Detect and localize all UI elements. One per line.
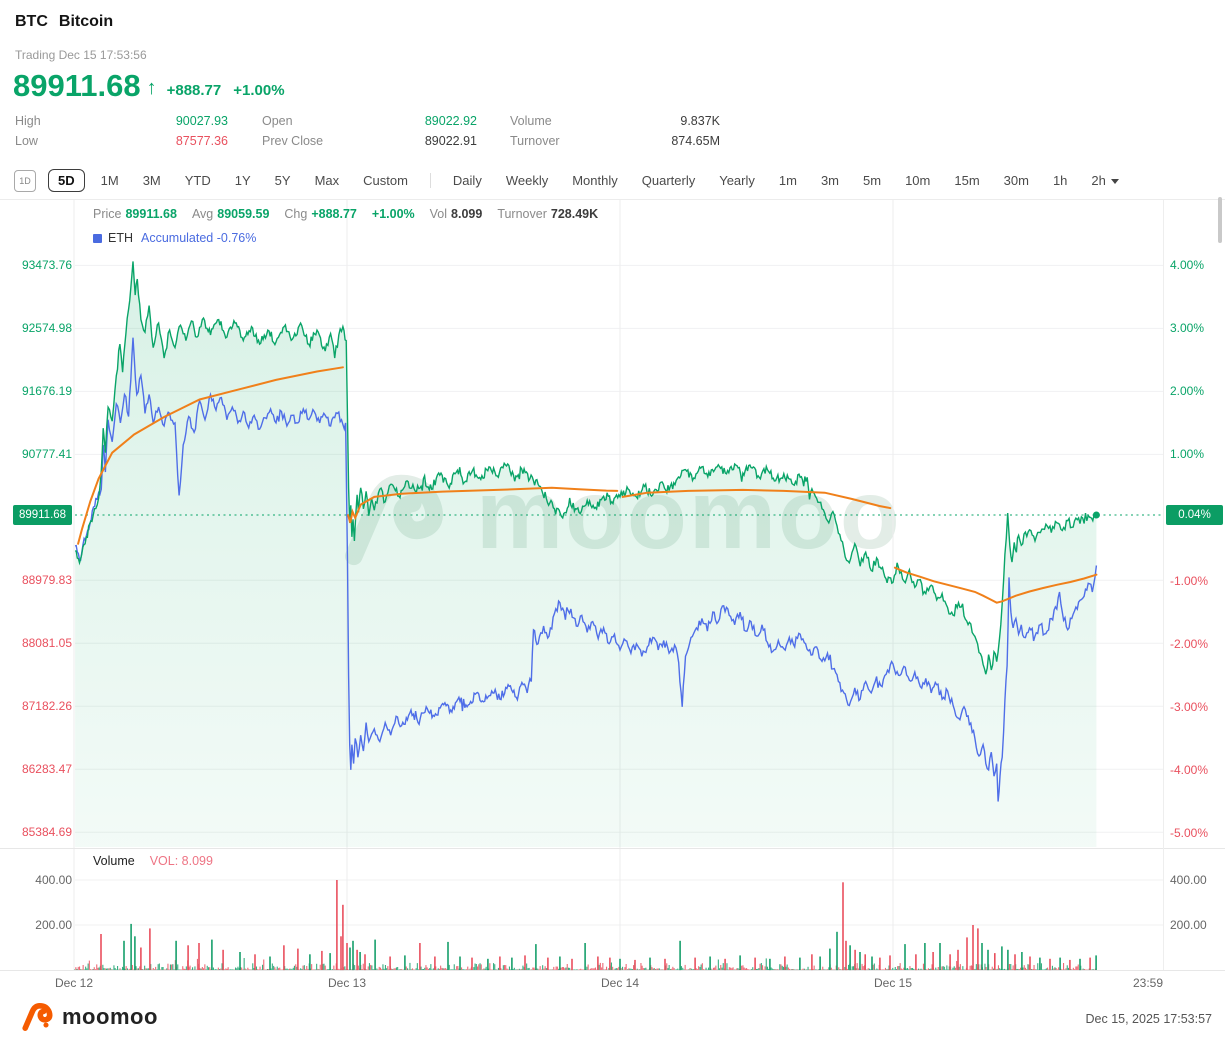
y-axis-price-label: 90777.41 — [21, 447, 72, 462]
y-axis-price-label: 87182.26 — [21, 699, 72, 714]
tab-3m[interactable]: 3m — [820, 173, 839, 188]
tab-quarterly[interactable]: Quarterly — [641, 173, 696, 188]
symbol-name: Bitcoin — [58, 13, 114, 30]
y-axis-pct-label: 3.00% — [1170, 321, 1205, 336]
tab-3m[interactable]: 3M — [142, 173, 161, 188]
watermark: moomoo — [338, 458, 902, 570]
stat-label: Volume — [510, 114, 552, 128]
eth-legend: ETH Accumulated -0.76% — [93, 231, 256, 245]
tab-5d[interactable]: 5D — [48, 169, 85, 192]
stat-label: Open — [262, 114, 293, 128]
y-axis-pct-label: 4.00% — [1170, 258, 1205, 273]
y-axis-pct-label: -4.00% — [1170, 762, 1209, 777]
y-axis-price-label: 85384.69 — [21, 825, 72, 840]
volume-axis-label: 400.00 — [35, 873, 72, 887]
legend-item: +1.00% — [371, 207, 415, 221]
y-axis-pct-label: -2.00% — [1170, 636, 1209, 651]
scrollbar-thumb[interactable] — [1218, 197, 1222, 243]
x-axis-label: Dec 15 — [873, 976, 913, 990]
stat-value: 9.837K — [680, 114, 720, 128]
tab-5m[interactable]: 5m — [863, 173, 882, 188]
toolbar-divider — [429, 173, 431, 188]
current-pct-badge: 0.04% — [1166, 505, 1223, 525]
chevron-down-icon — [1110, 179, 1119, 185]
y-axis-price-label: 91676.19 — [21, 384, 72, 399]
stat-label: High — [15, 114, 41, 128]
tab-monthly[interactable]: Monthly — [572, 173, 618, 188]
tab-max[interactable]: Max — [314, 173, 340, 188]
last-price: 89911.68 — [13, 68, 141, 103]
x-axis-label: Dec 13 — [327, 976, 367, 990]
stat-value: 89022.91 — [424, 134, 477, 148]
symbol-row: BTC Bitcoin — [15, 13, 113, 31]
current-price-badge: 89911.68 — [13, 505, 72, 525]
x-axis-label: Dec 12 — [54, 976, 94, 990]
legend-item: Turnover 728.49K — [497, 207, 599, 221]
tab-yearly[interactable]: Yearly — [719, 173, 755, 188]
watermark-text: moomoo — [476, 459, 902, 569]
tab-2h[interactable]: 2h — [1079, 170, 1130, 191]
tab-1m[interactable]: 1M — [100, 173, 119, 188]
chart-toolbar: 1D 5D 1M 3M YTD 1Y 5Y Max Custom Daily Weekly Month… — [0, 162, 1225, 199]
volume-legend: Volume VOL: 8.099 — [93, 854, 213, 868]
stat-label: Low — [15, 134, 38, 148]
price-up-arrow-icon: ↑ — [146, 77, 157, 99]
tab-weekly[interactable]: Weekly — [505, 173, 549, 188]
price-change-pct: +1.00% — [233, 82, 285, 99]
footer-timestamp: Dec 15, 2025 17:53:57 — [1085, 1012, 1213, 1026]
volume-axis-label: 400.00 — [1170, 873, 1207, 887]
legend-item: Vol 8.099 — [429, 207, 483, 221]
tab-1d[interactable]: 1D — [14, 169, 36, 192]
price-row: 89911.68 ↑ +888.77 +1.00% — [13, 70, 293, 101]
eth-series-swatch-icon — [93, 233, 102, 243]
moomoo-logo-icon — [22, 1002, 53, 1031]
tab-ytd[interactable]: YTD — [184, 173, 211, 188]
tab-30m[interactable]: 30m — [1003, 173, 1029, 188]
eth-name: ETH — [108, 231, 133, 245]
volume-axis-label: 200.00 — [1170, 918, 1207, 932]
x-axis-label: 23:59 — [1132, 976, 1163, 990]
stat-label: Turnover — [510, 134, 560, 148]
y-axis-pct-label: -3.00% — [1170, 699, 1209, 714]
y-axis-price-label: 88979.83 — [21, 573, 72, 588]
stat-value: 87577.36 — [175, 134, 228, 148]
tab-daily[interactable]: Daily — [452, 173, 482, 188]
stat-value: 89022.92 — [424, 114, 477, 128]
tab-15m[interactable]: 15m — [954, 173, 980, 188]
tab-1y[interactable]: 1Y — [234, 173, 251, 188]
footer-brand: moomoo — [22, 1001, 158, 1033]
tab-10m[interactable]: 10m — [905, 173, 931, 188]
eth-accumulated: Accumulated -0.76% — [141, 231, 257, 245]
legend-item: Avg 89059.59 — [191, 207, 270, 221]
symbol-code: BTC — [15, 13, 48, 30]
stat-label: Prev Close — [262, 134, 324, 148]
volume-axis-label: 200.00 — [35, 918, 72, 932]
tab-5y[interactable]: 5Y — [274, 173, 291, 188]
y-axis-pct-label: -1.00% — [1170, 573, 1209, 588]
price-change: +888.77 — [166, 82, 222, 99]
y-axis-pct-label: 1.00% — [1170, 447, 1205, 462]
y-axis-price-label: 86283.47 — [21, 762, 72, 777]
brand-name: moomoo — [62, 1004, 158, 1029]
moomoo-watermark-logo-icon — [344, 474, 443, 566]
y-axis-price-label: 93473.76 — [21, 258, 72, 273]
legend-item: Chg +888.77 — [284, 207, 357, 221]
y-axis-price-label: 88081.05 — [21, 636, 72, 651]
y-axis-pct-label: -5.00% — [1170, 826, 1209, 840]
volume-title: Volume — [93, 854, 135, 868]
tab-custom[interactable]: Custom — [363, 173, 408, 188]
tab-1h[interactable]: 1h — [1052, 173, 1068, 188]
y-axis-price-label: 92574.98 — [21, 321, 72, 336]
y-axis-pct-label: 2.00% — [1170, 384, 1205, 399]
stat-value: 874.65M — [671, 134, 720, 148]
tab-1m[interactable]: 1m — [778, 173, 797, 188]
x-axis-label: Dec 14 — [600, 976, 640, 990]
trading-status: Trading Dec 15 17:53:56 — [15, 48, 147, 62]
chart-legend: Price 89911.68 Avg 89059.59 Chg +888.77 +1.00%… — [93, 207, 598, 221]
volume-value: VOL: 8.099 — [149, 854, 213, 868]
legend-item: Price 89911.68 — [93, 207, 177, 221]
stat-value: 90027.93 — [175, 114, 228, 128]
price-chart[interactable] — [75, 199, 1163, 970]
